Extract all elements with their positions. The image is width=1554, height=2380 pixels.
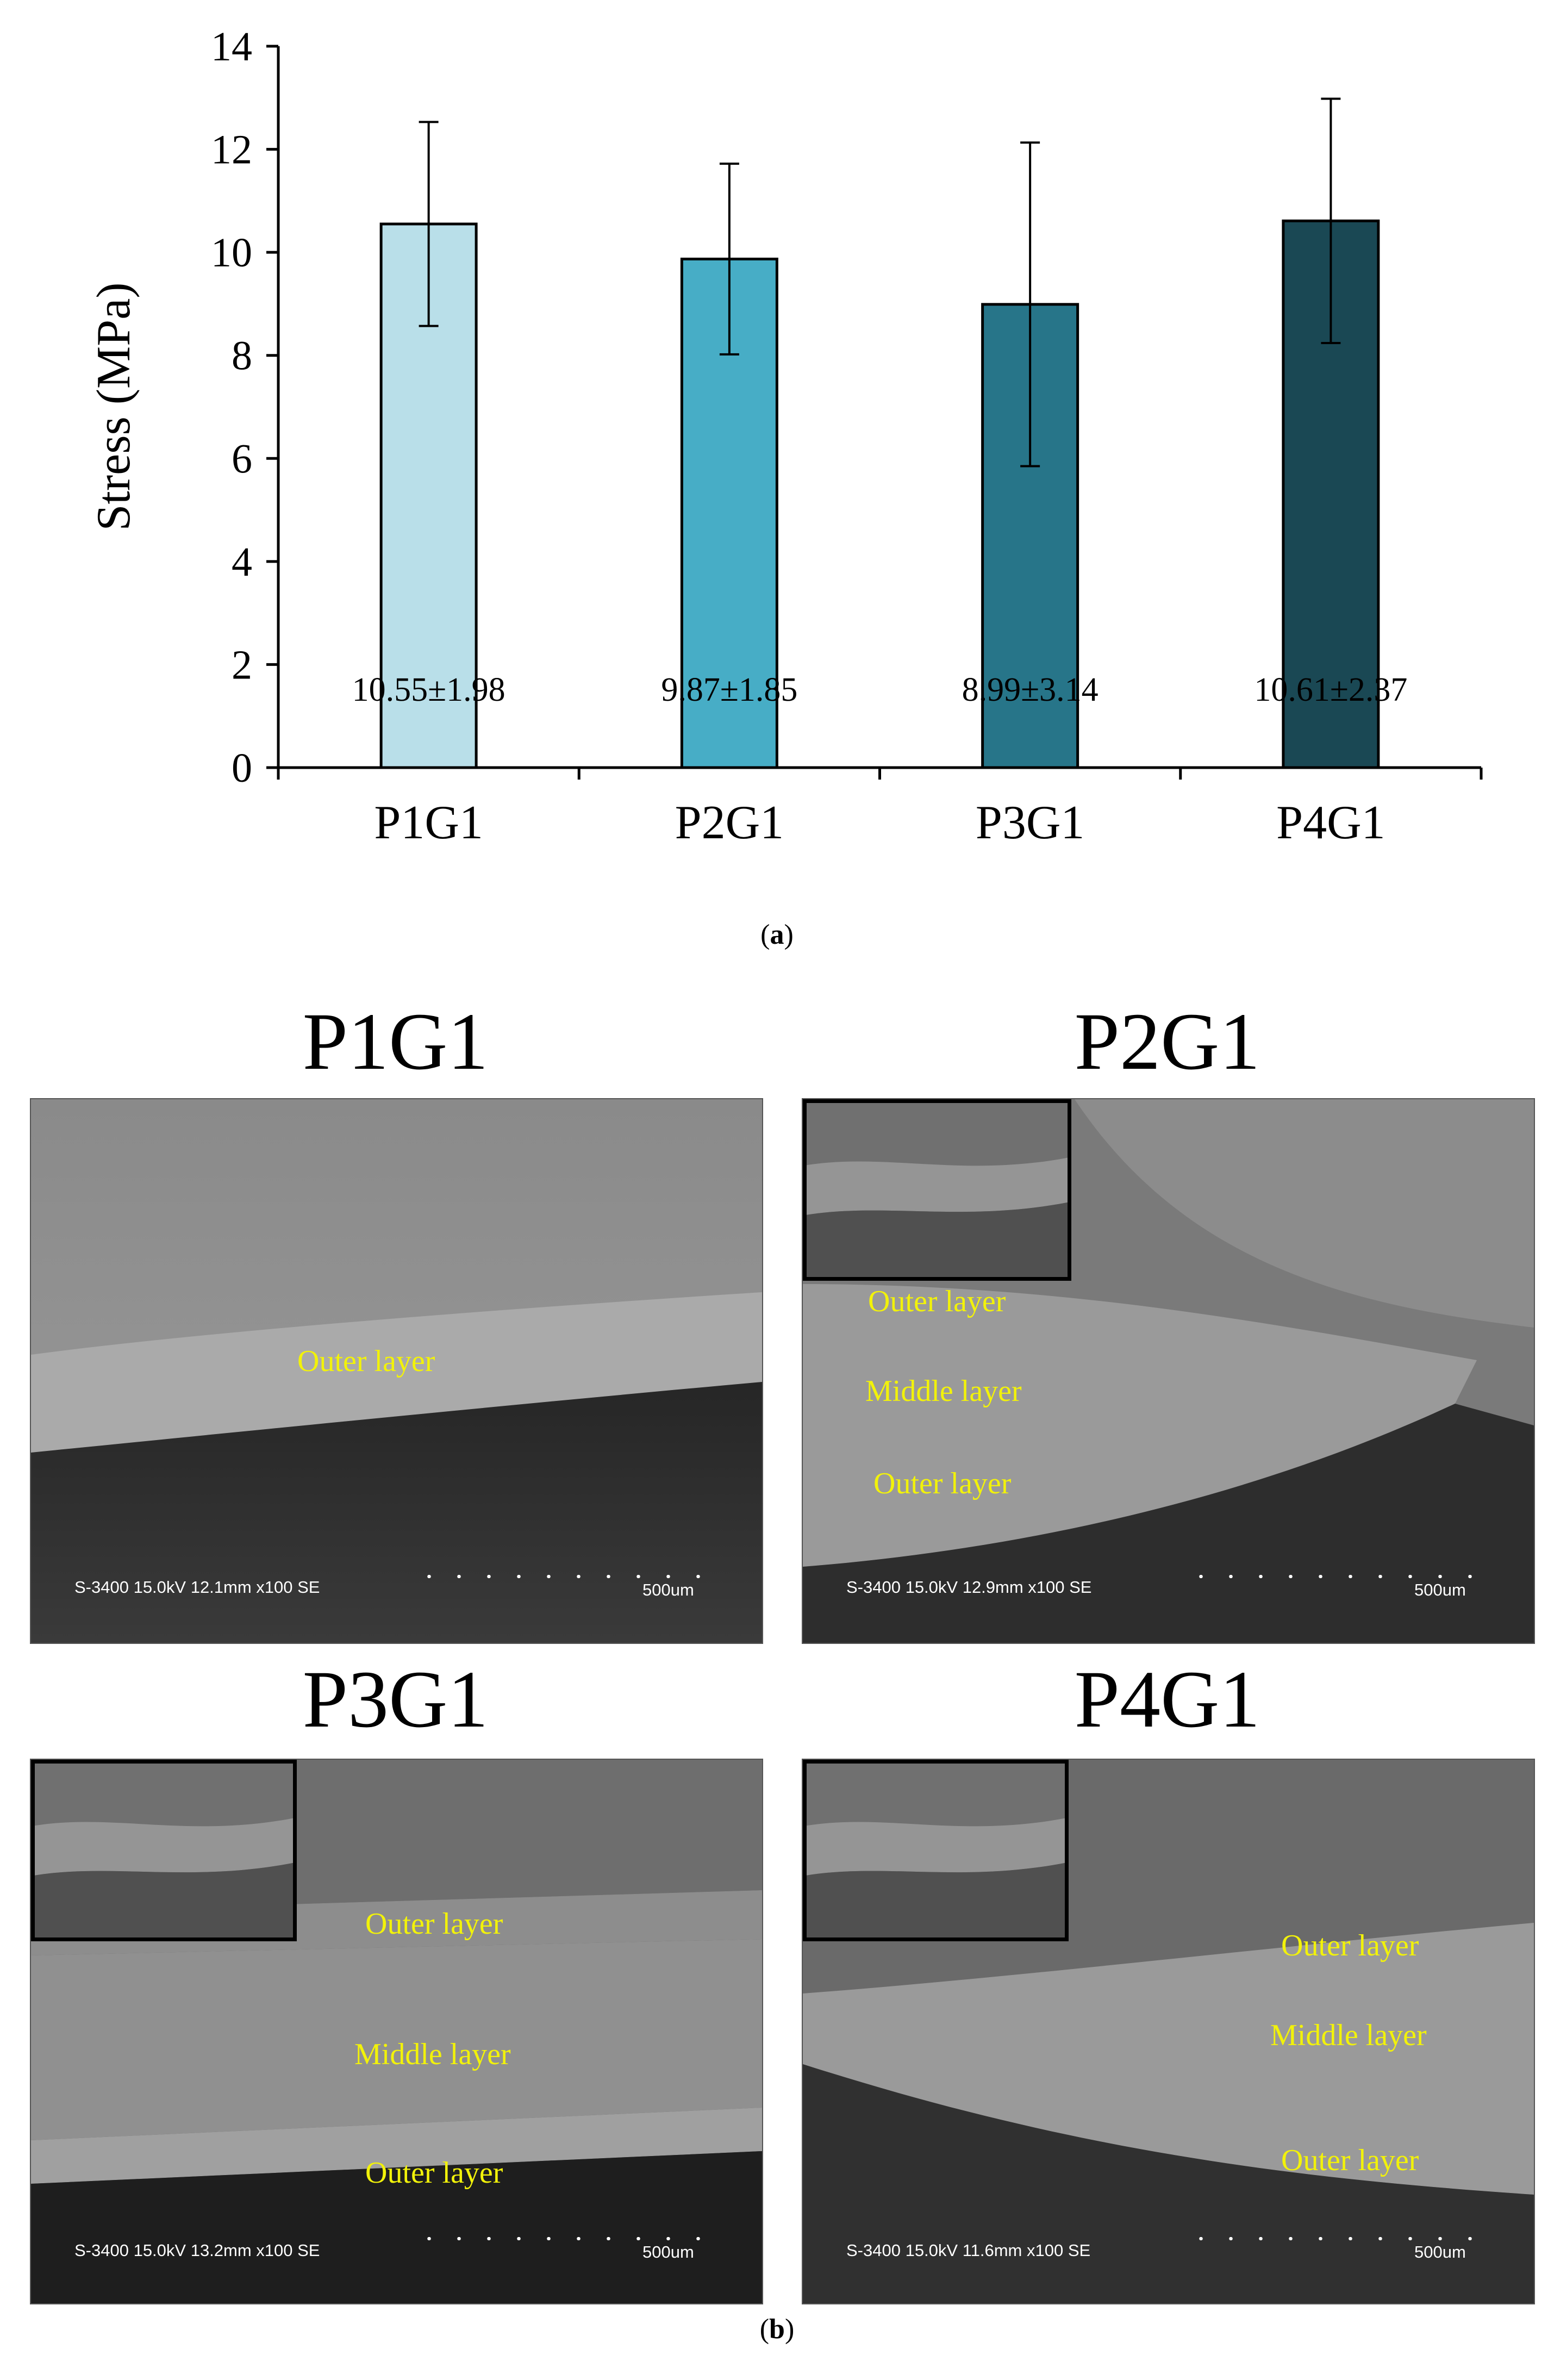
scale-bar bbox=[1186, 1575, 1490, 1578]
inset-texture bbox=[35, 1764, 293, 1937]
scale-label: 500um bbox=[1414, 2242, 1466, 2261]
scale-bar bbox=[414, 1575, 719, 1578]
y-tick-label: 14 bbox=[211, 24, 252, 70]
sem-inset bbox=[803, 1099, 1071, 1281]
sem-info: S-3400 15.0kV 11.6mm x100 SE bbox=[846, 2241, 1091, 2260]
bar-value-label: 10.61±2.37 bbox=[1254, 671, 1407, 708]
inset-texture bbox=[807, 1764, 1065, 1937]
sem-image-p3g1: Outer layer Middle layer Outer layer S-3… bbox=[30, 1759, 763, 2304]
sem-image-p1g1: Outer layer S-3400 15.0kV 12.1mm x100 SE… bbox=[30, 1098, 763, 1644]
bar-value-label: 8.99±3.14 bbox=[962, 671, 1099, 708]
sem-inset bbox=[803, 1760, 1069, 1941]
bar-p4g1 bbox=[1282, 219, 1380, 769]
layer-label: Middle layer bbox=[354, 2038, 511, 2071]
x-tick-label: P1G1 bbox=[374, 796, 483, 849]
bar-value-label: 10.55±1.98 bbox=[352, 671, 505, 708]
sem-texture bbox=[31, 1099, 762, 1643]
sem-inset bbox=[31, 1760, 297, 1941]
x-tick-label: P2G1 bbox=[675, 796, 784, 849]
layer-label: Outer layer bbox=[1281, 2144, 1419, 2177]
y-tick-label: 8 bbox=[232, 333, 252, 379]
y-tick-label: 4 bbox=[232, 539, 252, 585]
sem-title-p3g1: P3G1 bbox=[302, 1654, 489, 1744]
caption-a: (a) bbox=[760, 919, 794, 950]
stress-bar-chart: 0 2 4 6 8 10 12 14 10.55±1.98 9.87±1.85 8.99±3.14… bbox=[88, 24, 1483, 849]
sem-image-p2g1: Outer layer Middle layer Outer layer S-3… bbox=[802, 1098, 1535, 1644]
layer-label: Outer layer bbox=[1281, 1929, 1419, 1962]
sem-image-p4g1: Outer layer Middle layer Outer layer S-3… bbox=[802, 1759, 1535, 2304]
layer-label: Outer layer bbox=[365, 1907, 503, 1941]
y-tick-label: 2 bbox=[232, 642, 252, 688]
scale-bar bbox=[1186, 2237, 1490, 2240]
scale-label: 500um bbox=[642, 1580, 694, 1599]
sem-title-p2g1: P2G1 bbox=[1074, 996, 1260, 1087]
layer-label: Outer layer bbox=[365, 2156, 503, 2190]
scale-label: 500um bbox=[642, 2242, 694, 2261]
scale-bar bbox=[414, 2237, 719, 2240]
layer-label: Outer layer bbox=[297, 1344, 435, 1378]
x-tick-label: P3G1 bbox=[976, 796, 1085, 849]
layer-label: Outer layer bbox=[873, 1467, 1012, 1500]
sem-title-p1g1: P1G1 bbox=[302, 996, 489, 1087]
y-tick-label: 6 bbox=[232, 436, 252, 482]
y-tick-label: 12 bbox=[211, 127, 252, 173]
inset-texture bbox=[807, 1103, 1068, 1277]
x-tick-label: P4G1 bbox=[1276, 796, 1386, 849]
layer-label: Middle layer bbox=[1270, 2018, 1427, 2052]
sem-info: S-3400 15.0kV 13.2mm x100 SE bbox=[74, 2241, 320, 2260]
sem-title-p4g1: P4G1 bbox=[1074, 1654, 1260, 1744]
bar-value-label: 9.87±1.85 bbox=[661, 671, 797, 708]
sem-info: S-3400 15.0kV 12.1mm x100 SE bbox=[74, 1578, 320, 1597]
caption-b: (b) bbox=[759, 2314, 795, 2345]
sem-info: S-3400 15.0kV 12.9mm x100 SE bbox=[846, 1578, 1092, 1597]
scale-label: 500um bbox=[1414, 1580, 1466, 1599]
y-axis-label: Stress (MPa) bbox=[88, 282, 140, 531]
sem-texture bbox=[803, 1099, 1534, 1643]
layer-label: Middle layer bbox=[865, 1374, 1022, 1408]
y-tick-label: 10 bbox=[211, 230, 252, 276]
layer-label: Outer layer bbox=[868, 1285, 1006, 1318]
y-tick-label: 0 bbox=[232, 745, 252, 791]
